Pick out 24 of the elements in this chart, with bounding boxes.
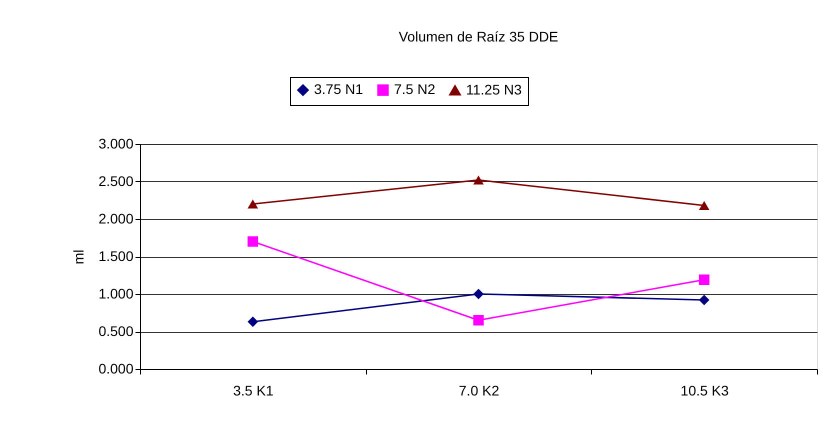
legend-label: 7.5 N2 bbox=[394, 81, 436, 98]
x-tick-label: 10.5 K3 bbox=[680, 382, 730, 398]
y-tick-label: 0.500 bbox=[98, 323, 134, 339]
point bbox=[698, 294, 710, 306]
x-tick-label: 7.0 K2 bbox=[458, 382, 500, 398]
y-axis-title: ml bbox=[70, 250, 86, 264]
y-tick-label: 0.000 bbox=[98, 360, 134, 376]
point bbox=[473, 315, 484, 326]
point bbox=[248, 199, 258, 209]
y-tick-label: 1.500 bbox=[98, 248, 134, 264]
y-tick-label: 2.000 bbox=[98, 210, 134, 226]
legend-label: 3.75 N1 bbox=[314, 81, 364, 98]
y-tick-label: 3.000 bbox=[98, 136, 134, 152]
point bbox=[698, 200, 710, 210]
point bbox=[473, 288, 484, 300]
legend-label: 11.25 N3 bbox=[466, 81, 522, 98]
x-tick-label: 3.5 K1 bbox=[233, 382, 274, 398]
point bbox=[698, 274, 710, 285]
point bbox=[248, 236, 258, 247]
point bbox=[248, 316, 258, 327]
chart-title: Volumen de Raíz 35 DDE bbox=[398, 28, 558, 44]
y-tick-label: 2.500 bbox=[98, 173, 134, 189]
point bbox=[473, 175, 484, 185]
y-tick-label: 1.000 bbox=[98, 286, 134, 302]
